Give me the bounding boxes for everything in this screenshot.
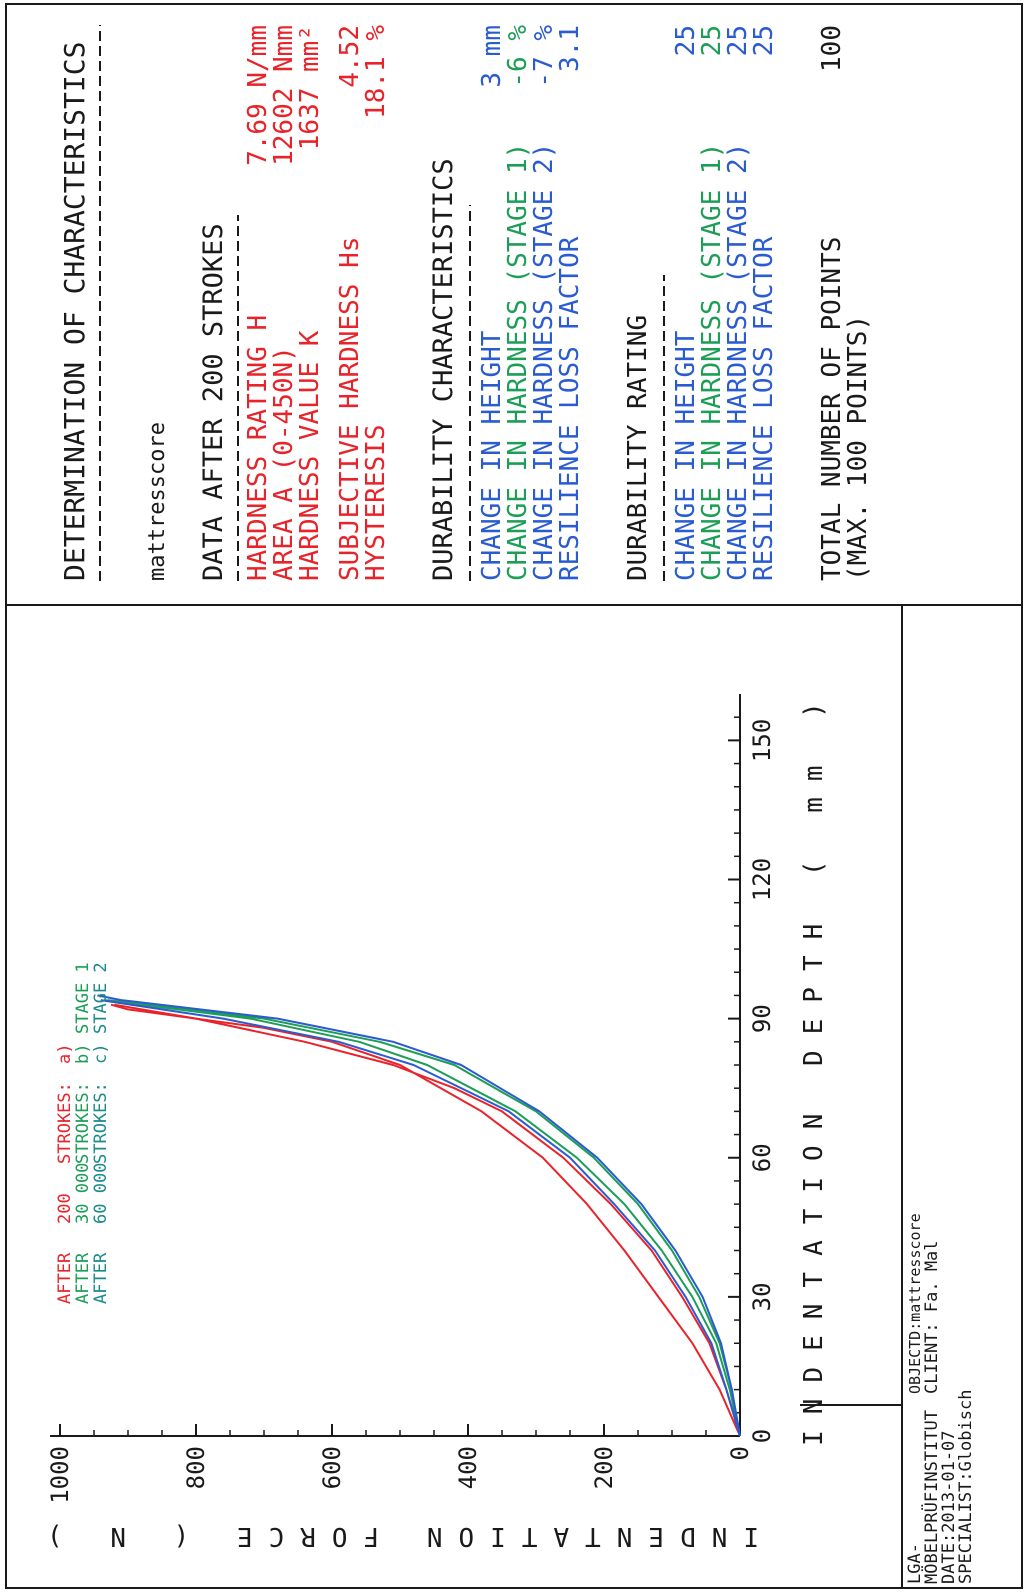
series-line-0	[110, 1003, 741, 1437]
rating-value-hardness-stage1: 25	[697, 25, 727, 56]
data-label-hardness-rating: HARDNESS RATING H	[243, 315, 273, 581]
legend-a-count: 200	[55, 1193, 75, 1224]
outer-border	[5, 3, 1023, 1589]
rating-label-resilience: RESILIENCE LOSS FACTOR	[749, 236, 779, 581]
y-tick-label: 0	[726, 1446, 754, 1460]
total-label: TOTAL NUMBER OF POINTS	[817, 237, 847, 581]
rating-label-height: CHANGE IN HEIGHT	[671, 330, 701, 581]
x-tick-label: 90	[748, 1004, 776, 1033]
x-tick-label: 30	[748, 1282, 776, 1311]
footer-client: CLIENT: Fa. Mal	[922, 1240, 942, 1394]
rating-value-resilience: 25	[749, 25, 779, 56]
data-label-hardness-value: HARDNESS VALUE K	[295, 330, 325, 581]
y-tick-label: 200	[590, 1446, 618, 1489]
durability-label-height: CHANGE IN HEIGHT	[477, 330, 507, 581]
footer-institute-2: MÖBELPRÜFINSTITUT	[920, 1410, 942, 1584]
x-tick-label: 120	[748, 858, 776, 901]
legend: AFTER 200 STROKES: a) AFTER 30 000 STROK…	[55, 962, 111, 1304]
durability-value-hardness-stage1: -6 %	[503, 25, 533, 88]
rating-value-hardness-stage2: 25	[723, 25, 753, 56]
data-value-area: 12602 Nmm	[269, 25, 299, 166]
legend-b-prefix: AFTER	[73, 1252, 93, 1304]
y-axis-label: INDENTATION FORCE ( N )	[31, 1521, 759, 1551]
series-lines	[97, 994, 741, 1437]
legend-c-count: 60 000	[91, 1163, 111, 1224]
x-tick-label: 60	[748, 1143, 776, 1172]
durability-label-resilience: RESILIENCE LOSS FACTOR	[555, 236, 585, 581]
rating-label-hardness-stage2: CHANGE IN HARDNESS (STAGE 2)	[723, 143, 753, 581]
x-tick-label: 150	[748, 719, 776, 762]
footer-specialist: SPECIALIST:Globisch	[956, 1390, 976, 1584]
durability-label-hardness-stage2: CHANGE IN HARDNESS (STAGE 2)	[529, 143, 559, 581]
durability-value-height: 3 mm	[477, 25, 507, 88]
report-heading: DETERMINATION OF CHARACTERISTICS	[58, 42, 91, 581]
series-line-5	[100, 999, 741, 1437]
legend-c-suffix: STROKES:	[91, 1082, 111, 1164]
legend-a-suffix: STROKES:	[55, 1082, 75, 1164]
legend-b-count: 30 000	[73, 1163, 93, 1224]
data-label-area: AREA A (0-450N)	[269, 346, 299, 581]
force-depth-chart: 0 30 60 90 120 150 0 200 400 600 800 1000 INDENTAT…	[31, 686, 829, 1551]
durability-label-hardness-stage1: CHANGE IN HARDNESS (STAGE 1)	[503, 143, 533, 581]
data-label-subjective-hardness: SUBJECTIVE HARDNESS Hs	[335, 237, 365, 581]
durability-header: DURABILITY CHARACTERISTICS	[428, 158, 459, 581]
y-ticks: 0 200 400 600 800 1000	[46, 1424, 754, 1504]
data-header: DATA AFTER 200 STROKES	[198, 223, 229, 581]
footer-block: LGA- MÖBELPRÜFINSTITUT DATE:2013-01-07 S…	[905, 1213, 976, 1584]
y-tick-label: 600	[318, 1446, 346, 1489]
x-ticks: 0 30 60 90 120 150	[728, 716, 776, 1443]
legend-c-prefix: AFTER	[91, 1252, 111, 1304]
legend-b-suffix: STROKES:	[73, 1082, 93, 1164]
legend-c-stage: STAGE 2	[91, 962, 111, 1034]
total-note: (MAX. 100 POINTS)	[843, 315, 873, 581]
footer-object: OBJECTD:mattresscore	[906, 1213, 924, 1394]
characteristics-panel: DETERMINATION OF CHARACTERISTICS mattres…	[58, 25, 873, 581]
footer-date: DATE:2013-01-07	[939, 1430, 959, 1584]
legend-a-prefix: AFTER	[55, 1252, 75, 1304]
data-value-hysteresis: 18.1 %	[361, 25, 391, 119]
x-tick-label: 0	[748, 1429, 776, 1443]
legend-b-stage: STAGE 1	[73, 962, 93, 1034]
rating-value-height: 25	[671, 25, 701, 56]
series-line-3	[107, 999, 741, 1437]
y-tick-label: 400	[454, 1446, 482, 1489]
series-line-2	[104, 999, 741, 1437]
rating-label-hardness-stage1: CHANGE IN HARDNESS (STAGE 1)	[697, 143, 727, 581]
data-value-subjective-hardness: 4.52	[335, 25, 365, 88]
data-value-hardness-rating: 7.69 N/mm	[243, 25, 273, 166]
y-tick-label: 800	[182, 1446, 210, 1489]
legend-c-tag: c)	[91, 1044, 111, 1064]
legend-entry-c: AFTER 60 000 STROKES: c) STAGE 2	[91, 962, 111, 1304]
data-value-hardness-value: 1637 mm²	[295, 25, 325, 150]
footer-institute-1: LGA-	[905, 1543, 925, 1584]
series-line-1	[114, 1003, 741, 1437]
x-axis-label: INDENTATION DEPTH ( mm )	[799, 686, 829, 1446]
data-label-hysteresis: HYSTERESIS	[361, 424, 391, 581]
total-value: 100	[817, 25, 847, 72]
durability-value-resilience: 3.1	[555, 25, 585, 72]
legend-entry-b: AFTER 30 000 STROKES: b) STAGE 1	[73, 962, 93, 1304]
object-name: mattresscore	[145, 422, 170, 581]
series-line-4	[97, 994, 741, 1437]
y-tick-label: 1000	[46, 1446, 74, 1504]
legend-a-tag: a)	[55, 1044, 75, 1064]
legend-entry-a: AFTER 200 STROKES: a)	[55, 1044, 75, 1304]
legend-b-tag: b)	[73, 1044, 93, 1064]
durability-value-hardness-stage2: -7 %	[529, 25, 559, 88]
rating-header: DURABILITY RATING	[623, 315, 653, 581]
